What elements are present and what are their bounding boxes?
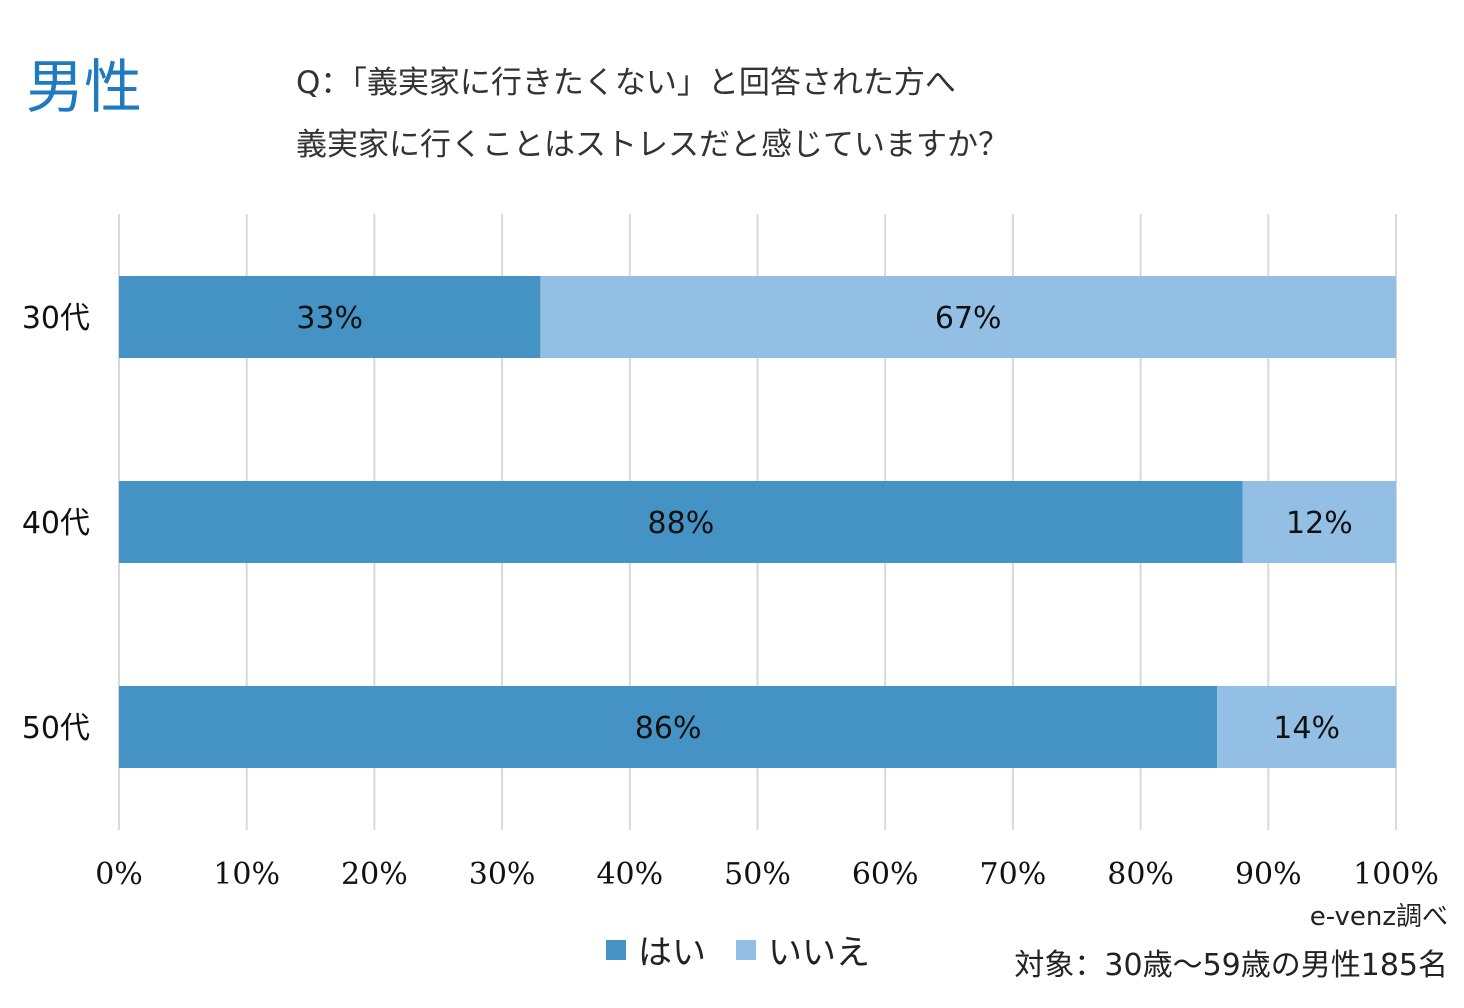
x-tick-label: 10% [213,857,280,892]
question-text: Q：「義実家に行きたくない」と回答された方へ 義実家に行くことはストレスだと感じ… [296,52,1009,176]
bar-labels: 33% 67% 88% 12% 86% 14% [296,301,1352,746]
bar-data-label: 33% [296,301,363,336]
x-tick-label: 100% [1353,857,1439,892]
category-label: 50代 [22,711,90,746]
bar-data-label: 12% [1286,506,1353,541]
source-credit: e-venz調べ [1309,902,1448,932]
x-tick-label: 70% [980,857,1047,892]
x-tick-label: 0% [95,857,143,892]
question-line-1: Q：「義実家に行きたくない」と回答された方へ [296,65,956,101]
legend-swatch-yes [606,939,626,960]
category-labels: 30代 40代 50代 [22,301,90,746]
bar-data-label: 14% [1273,711,1340,746]
bar-segment-yes [119,686,1218,768]
category-label: 30代 [22,301,90,336]
x-tick-label: 30% [469,857,536,892]
x-tick-label: 60% [852,857,919,892]
bar-segment-no [540,276,1396,358]
gender-label: 男性 [26,53,143,121]
legend-label-no: いいえ [768,933,870,973]
bar-segment-no [1217,686,1396,768]
x-tick-label: 40% [596,857,663,892]
stacked-bar-chart: 33% 67% 88% 12% 86% 14% 30代 40代 50代 0% 10% 20% 30%… [22,214,1439,892]
x-tick-labels: 0% 10% 20% 30% 40% 50% 60% 70% 80% 90% 100% [95,857,1439,892]
bar-data-label: 67% [935,301,1002,336]
legend-item-no: いいえ [736,925,870,974]
bar-segment-no [1242,481,1396,563]
category-label: 40代 [22,506,90,541]
x-tick-label: 50% [724,857,791,892]
bar-data-label: 86% [635,711,702,746]
bar-segment-yes [119,276,541,358]
x-tick-label: 80% [1107,857,1174,892]
x-tick-label: 90% [1235,857,1302,892]
legend: はい いいえ [606,925,900,974]
question-line-2: 義実家に行くことはストレスだと感じていますか？ [296,127,1009,163]
bar-data-label: 88% [648,506,715,541]
legend-label-yes: はい [638,933,706,973]
bar-segment-yes [119,481,1243,563]
bars [119,276,1396,768]
legend-item-yes: はい [606,925,706,974]
survey-note: 対象：30歳～59歳の男性185名 [1014,948,1448,983]
legend-swatch-no [736,939,756,960]
x-tick-label: 20% [341,857,408,892]
